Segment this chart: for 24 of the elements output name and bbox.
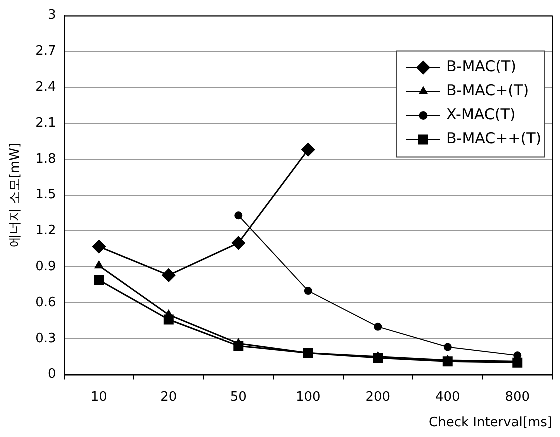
y-tick-label: 1.5	[36, 188, 56, 203]
legend-label: X-MAC(T)	[446, 106, 516, 124]
y-tick-label: 0.9	[36, 259, 56, 274]
x-tick-label: 100	[296, 390, 321, 405]
legend-label: B-MAC(T)	[446, 58, 516, 76]
y-tick-label: 3	[48, 8, 56, 24]
x-tick-label: 20	[160, 390, 178, 405]
y-tick-label: 1.2	[36, 224, 56, 239]
y-tick-label: 1.8	[36, 152, 56, 167]
x-tick-label: 50	[230, 390, 247, 405]
y-tick-label: 0	[48, 367, 56, 382]
x-axis-title: Check Interval[ms]	[429, 416, 552, 431]
y-tick-label: 2.1	[36, 116, 56, 131]
legend-label: B-MAC+(T)	[446, 82, 530, 100]
y-tick-label: 2.4	[36, 80, 56, 95]
x-tick-label: 800	[505, 390, 530, 405]
y-axis-title: 에너지 소모[mW]	[8, 142, 24, 248]
y-tick-label: 0.3	[36, 331, 56, 346]
x-tick-label: 400	[435, 390, 460, 405]
legend-label: B-MAC++(T)	[446, 130, 542, 148]
y-tick-label: 0.6	[36, 295, 56, 310]
x-tick-label: 10	[90, 390, 108, 405]
y-tick-label: 2.7	[36, 44, 56, 60]
x-tick-label: 200	[366, 390, 391, 405]
